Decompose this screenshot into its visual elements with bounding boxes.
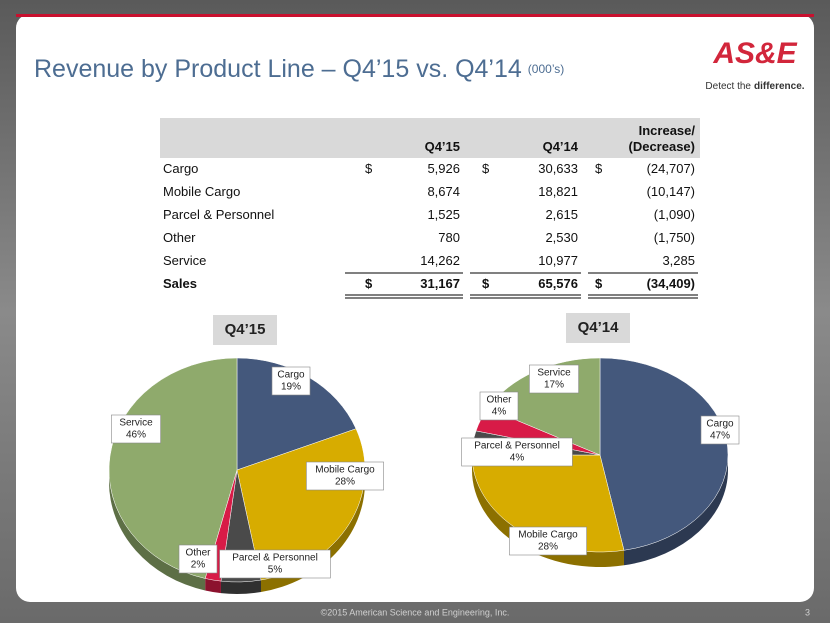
data-label-box (529, 364, 579, 394)
row-label: Mobile Cargo (163, 184, 240, 199)
table-cell: 2,530 (545, 230, 578, 245)
data-label-category: Mobile Cargo (315, 465, 375, 476)
chart-title: Q4’15 (225, 321, 266, 338)
row-label: Other (163, 230, 196, 245)
column-header: Q4’15 (425, 139, 460, 154)
logo-tagline: Detect the difference. (705, 81, 804, 92)
data-label-value: 28% (335, 477, 355, 488)
column-header: Q4’14 (543, 139, 579, 154)
data-label-box (219, 549, 331, 579)
top-stripe (16, 14, 814, 17)
column-header-line: (Decrease) (629, 139, 696, 154)
data-label-category: Cargo (706, 419, 734, 430)
row-label: Cargo (163, 161, 198, 176)
copyright: ©2015 American Science and Engineering, … (321, 607, 510, 617)
slice (108, 357, 238, 579)
data-label-category: Mobile Cargo (518, 530, 578, 541)
currency-sign: $ (365, 161, 373, 176)
currency-sign: $ (482, 276, 490, 291)
data-label-value: 19% (281, 382, 301, 393)
data-label-box (479, 391, 519, 421)
slide-title: Revenue by Product Line – Q4’15 vs. Q4’1… (34, 55, 564, 83)
data-label-category: Parcel & Personnel (474, 441, 560, 452)
slice-side (623, 455, 728, 566)
data-label-value: 5% (268, 565, 283, 576)
table: Q4’15 Q4’14 Increase/(Decrease) Cargo $5,926… (160, 118, 700, 299)
data-label-value: 4% (492, 407, 507, 418)
data-label-category: Service (537, 368, 571, 379)
currency-sign: $ (365, 276, 373, 291)
chart-title: Q4’14 (578, 319, 620, 336)
data-label-value: 2% (191, 560, 206, 571)
slice-side (220, 580, 261, 594)
table-cell: 30,633 (538, 161, 578, 176)
data-label-value: 17% (544, 380, 564, 391)
data-label-category: Cargo (277, 370, 305, 381)
table-cell: 18,821 (538, 184, 578, 199)
row-label: Parcel & Personnel (163, 207, 274, 222)
data-label-category: Parcel & Personnel (232, 553, 318, 564)
table-cell: (1,090) (654, 207, 695, 222)
column-header-line: Q4’15 (425, 139, 460, 154)
tagline-emphasis: difference. (754, 81, 805, 92)
data-label-category: Other (185, 548, 211, 559)
table-cell: 10,977 (538, 253, 578, 268)
column-header: Increase/(Decrease) (629, 123, 696, 154)
slice-side (205, 578, 221, 594)
row-label: Sales (163, 276, 197, 291)
currency-sign: $ (595, 161, 603, 176)
table-cell: (1,750) (654, 230, 695, 245)
table-cell: (10,147) (647, 184, 695, 199)
table-cell: 5,926 (427, 161, 460, 176)
table-cell: 1,525 (427, 207, 460, 222)
table-cell: 31,167 (420, 276, 460, 291)
chart-title-bg (566, 313, 630, 343)
table-cell: 8,674 (427, 184, 460, 199)
data-label-category: Other (486, 395, 512, 406)
row-label: Service (163, 253, 206, 268)
data-label-box (306, 461, 384, 491)
table-cell: 3,285 (662, 253, 695, 268)
logo: AS&E (712, 37, 797, 70)
data-label-category: Service (119, 418, 153, 429)
slice (599, 357, 729, 551)
unit-note: (000’s) (528, 62, 564, 76)
data-label-value: 28% (538, 542, 558, 553)
data-label-box (271, 366, 311, 396)
table-cell: 14,262 (420, 253, 460, 268)
tagline-prefix: Detect the (705, 81, 751, 92)
table-cell: (24,707) (647, 161, 695, 176)
currency-sign: $ (595, 276, 603, 291)
data-label-value: 4% (510, 453, 525, 464)
data-label-value: 47% (710, 431, 730, 442)
chart-title-bg (213, 315, 277, 345)
table-cell: 2,615 (545, 207, 578, 222)
data-label-value: 46% (126, 430, 146, 441)
page-number: 3 (805, 607, 810, 617)
column-header-line: Q4’14 (543, 139, 579, 154)
column-header-line: Increase/ (639, 123, 696, 138)
table-cell: 780 (438, 230, 460, 245)
slice-side (109, 470, 206, 591)
data-label-box (461, 437, 573, 467)
table-cell: (34,409) (647, 276, 695, 291)
currency-sign: $ (482, 161, 490, 176)
data-label-box (509, 526, 587, 556)
data-label-box (178, 544, 218, 574)
data-label-box (700, 415, 740, 445)
data-label-box (111, 414, 161, 444)
title-text: Revenue by Product Line – Q4’15 vs. Q4’1… (34, 55, 522, 83)
table-header-bg (160, 118, 700, 158)
table-cell: 65,576 (538, 276, 578, 291)
